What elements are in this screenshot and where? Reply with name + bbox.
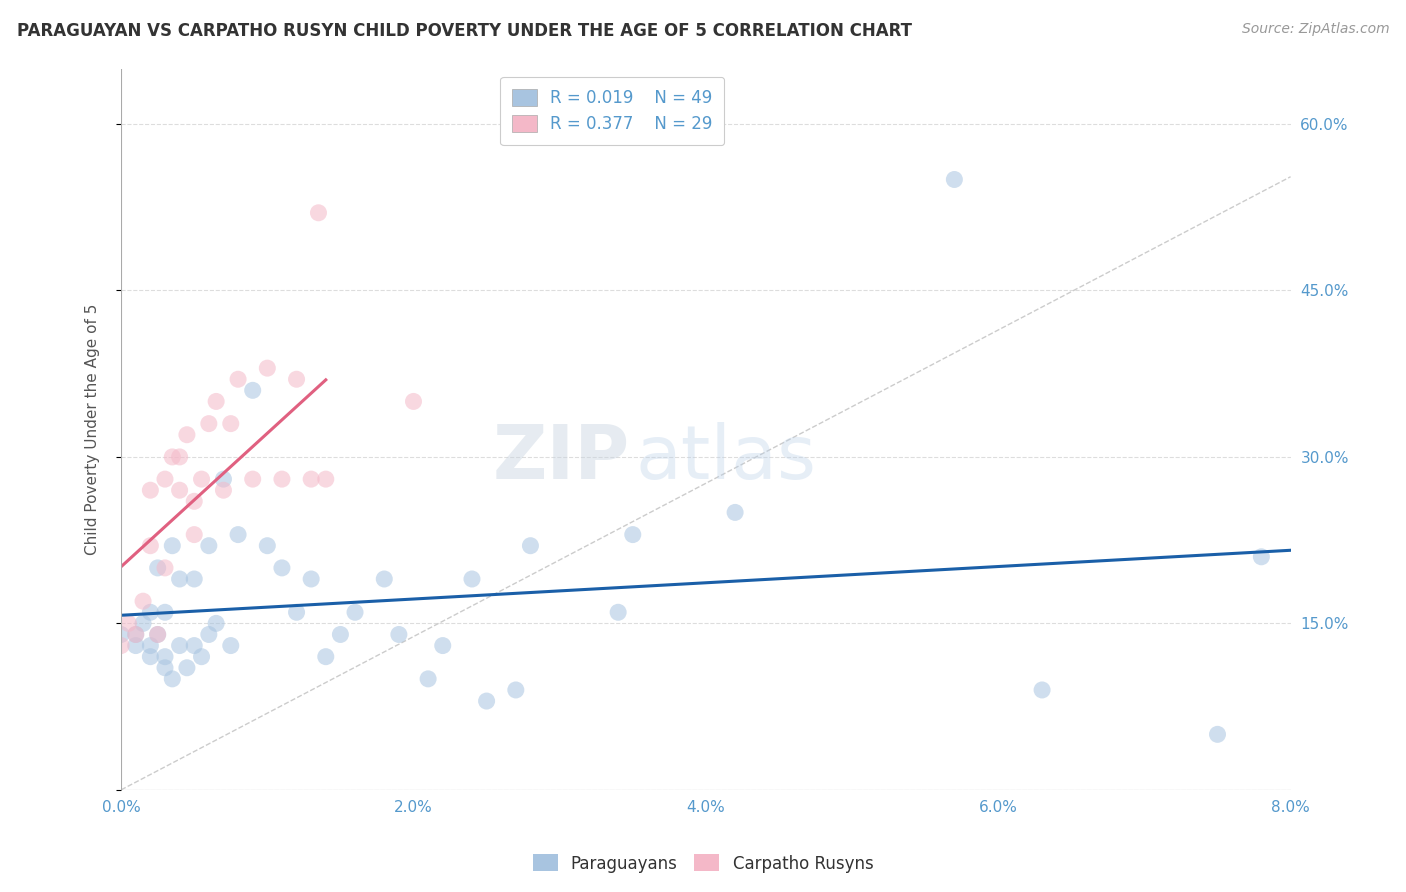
Point	[432, 639, 454, 653]
Point	[153, 472, 176, 486]
Point	[724, 505, 747, 519]
Point	[299, 572, 322, 586]
Point	[162, 539, 184, 553]
Point	[299, 472, 322, 486]
Point	[388, 627, 411, 641]
Point	[205, 616, 228, 631]
Point	[153, 561, 176, 575]
Point	[505, 683, 527, 698]
Point	[146, 627, 169, 641]
Point	[621, 527, 644, 541]
Point	[146, 561, 169, 575]
Point	[308, 206, 330, 220]
Point	[329, 627, 352, 641]
Legend: R = 0.019    N = 49, R = 0.377    N = 29: R = 0.019 N = 49, R = 0.377 N = 29	[501, 77, 724, 145]
Point	[285, 605, 308, 619]
Point	[153, 649, 176, 664]
Point	[219, 417, 242, 431]
Point	[110, 639, 132, 653]
Point	[198, 539, 221, 553]
Point	[461, 572, 484, 586]
Point	[256, 361, 278, 376]
Point	[519, 539, 541, 553]
Point	[169, 572, 191, 586]
Point	[1031, 683, 1053, 698]
Point	[943, 172, 966, 186]
Point	[475, 694, 498, 708]
Point	[271, 472, 294, 486]
Text: atlas: atlas	[636, 422, 817, 494]
Point	[183, 572, 205, 586]
Point	[226, 527, 249, 541]
Point	[344, 605, 367, 619]
Point	[212, 483, 235, 498]
Point	[1250, 549, 1272, 564]
Point	[125, 627, 148, 641]
Point	[607, 605, 630, 619]
Point	[242, 384, 264, 398]
Point	[183, 527, 205, 541]
Legend: Paraguayans, Carpatho Rusyns: Paraguayans, Carpatho Rusyns	[526, 847, 880, 880]
Point	[315, 649, 337, 664]
Point	[315, 472, 337, 486]
Point	[117, 616, 139, 631]
Point	[198, 627, 221, 641]
Point	[169, 639, 191, 653]
Text: Source: ZipAtlas.com: Source: ZipAtlas.com	[1241, 22, 1389, 37]
Text: ZIP: ZIP	[492, 422, 630, 494]
Point	[190, 472, 212, 486]
Y-axis label: Child Poverty Under the Age of 5: Child Poverty Under the Age of 5	[86, 303, 100, 555]
Point	[271, 561, 294, 575]
Point	[219, 639, 242, 653]
Point	[110, 627, 132, 641]
Point	[205, 394, 228, 409]
Point	[198, 417, 221, 431]
Point	[226, 372, 249, 386]
Point	[183, 494, 205, 508]
Point	[416, 672, 439, 686]
Point	[190, 649, 212, 664]
Point	[139, 639, 162, 653]
Point	[153, 661, 176, 675]
Point	[139, 649, 162, 664]
Point	[139, 605, 162, 619]
Point	[176, 661, 198, 675]
Point	[153, 605, 176, 619]
Point	[1206, 727, 1229, 741]
Point	[285, 372, 308, 386]
Point	[125, 639, 148, 653]
Point	[132, 616, 155, 631]
Point	[373, 572, 395, 586]
Text: PARAGUAYAN VS CARPATHO RUSYN CHILD POVERTY UNDER THE AGE OF 5 CORRELATION CHART: PARAGUAYAN VS CARPATHO RUSYN CHILD POVER…	[17, 22, 912, 40]
Point	[146, 627, 169, 641]
Point	[162, 672, 184, 686]
Point	[139, 539, 162, 553]
Point	[256, 539, 278, 553]
Point	[183, 639, 205, 653]
Point	[162, 450, 184, 464]
Point	[125, 627, 148, 641]
Point	[212, 472, 235, 486]
Point	[242, 472, 264, 486]
Point	[402, 394, 425, 409]
Point	[132, 594, 155, 608]
Point	[169, 450, 191, 464]
Point	[169, 483, 191, 498]
Point	[139, 483, 162, 498]
Point	[176, 427, 198, 442]
